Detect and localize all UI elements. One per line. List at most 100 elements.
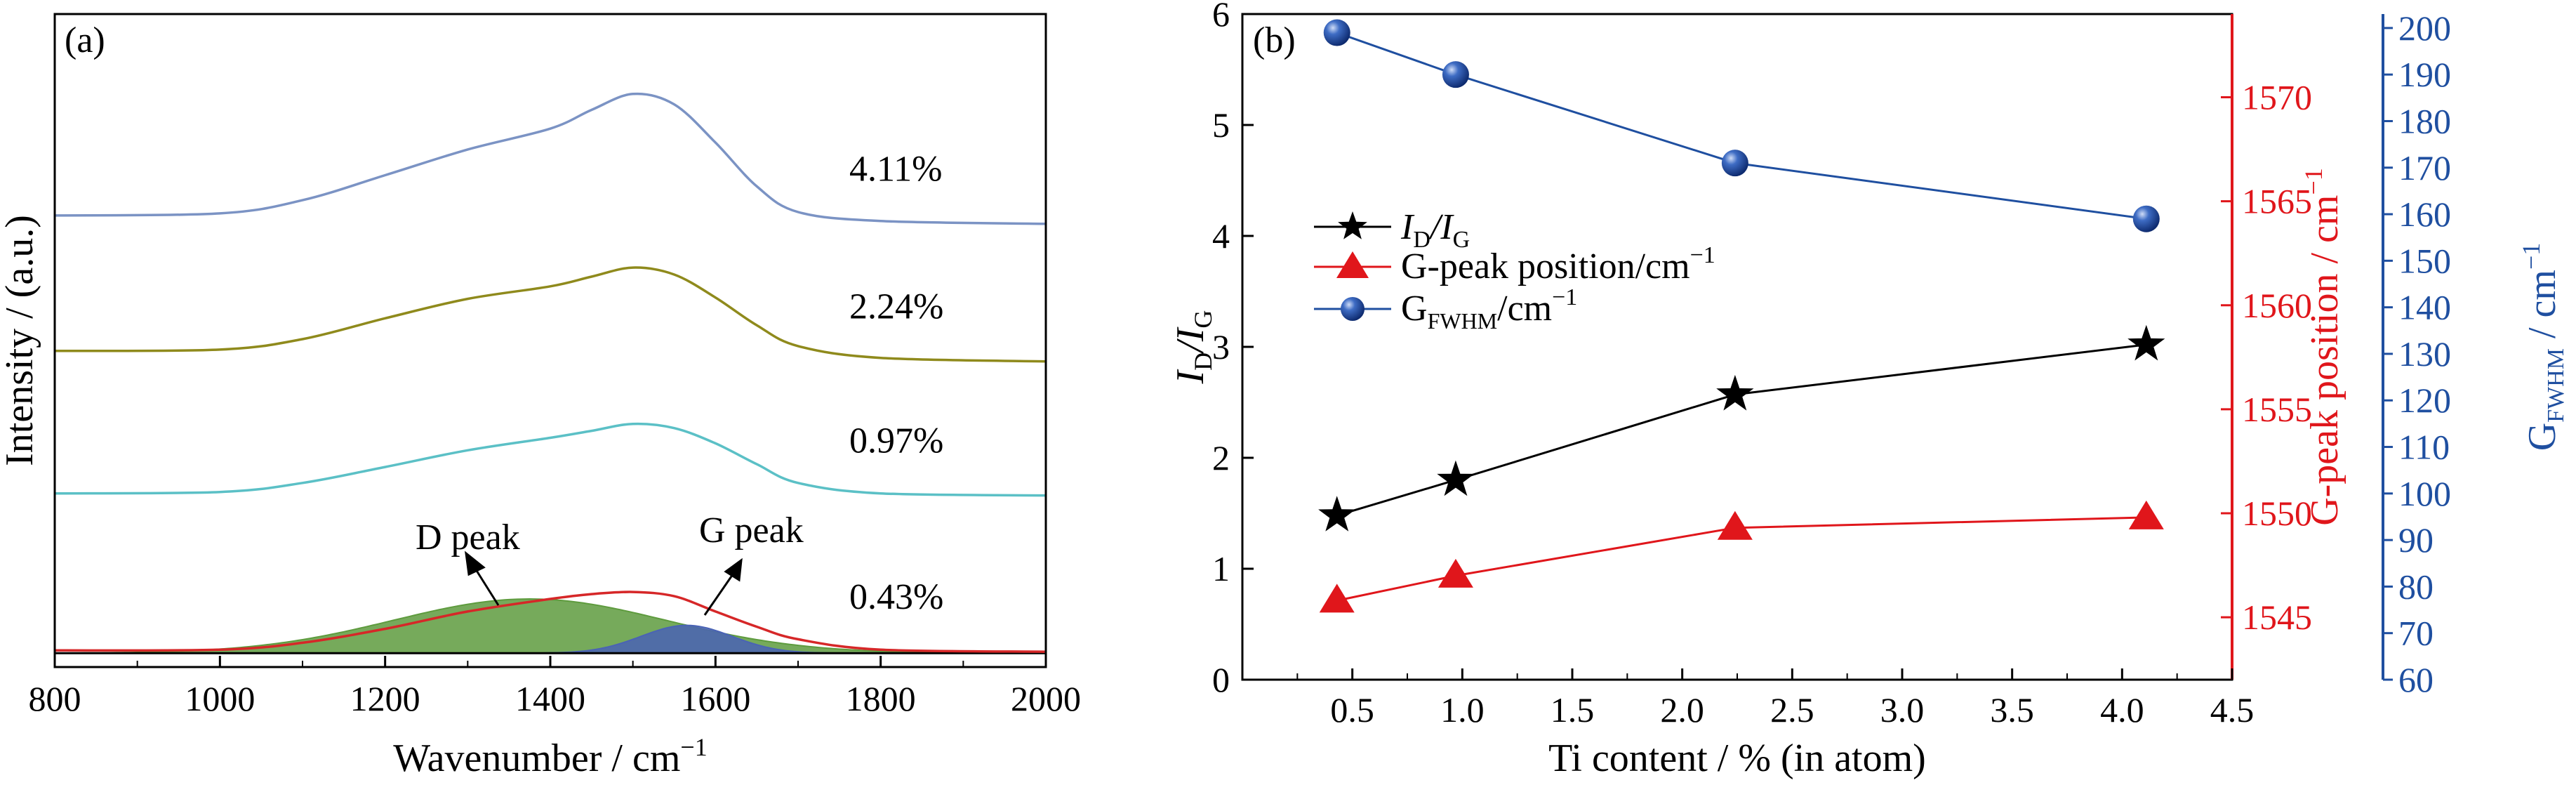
- series-line: [1336, 32, 2147, 220]
- g-peak-arrow: [703, 574, 734, 616]
- legend-label-g-position: G-peak position/cm−1: [1401, 242, 1715, 286]
- legend-label-g-fwhm: GFWHM/cm−1: [1401, 284, 1577, 334]
- legend-sphere-icon: [1341, 297, 1365, 321]
- panel-a-y-axis-label: Intensity / (a.u.): [0, 215, 41, 466]
- panel-a-x-ticks: 800 1000 1200 1400 1600 1800 2000: [29, 656, 1081, 718]
- right2-tick-label: 70: [2398, 614, 2434, 653]
- sphere-marker: [2132, 205, 2160, 232]
- triangle-marker: [1717, 510, 1753, 540]
- right1-tick-label: 1570: [2242, 78, 2312, 117]
- x-tick-label: 2000: [1011, 679, 1081, 718]
- x-tick-label: 3.5: [1990, 690, 2034, 730]
- right1-tick-label: 1550: [2242, 494, 2312, 533]
- svg-text:ID/IG: ID/IG: [1169, 310, 1217, 385]
- x-tick-label: 1200: [350, 679, 420, 718]
- panel-b-chart: 0.5 1.0 1.5 2.0 2.5 3.0 3.5 4.0 4.5 0 1 2 3 4 5 6 1545…: [1169, 0, 2569, 780]
- panel-a-chart: 800 1000 1200 1400 1600 1800 2000 0.43% 0.97% 2.…: [0, 13, 1081, 780]
- panel-b-frame: [1241, 13, 2233, 681]
- panel-b-right2-ticks: 60 70 80 90 100 110 120 130 140 150 160 170 180 190 20…: [2383, 8, 2451, 699]
- left-tick-label: 0: [1212, 660, 1230, 699]
- sphere-marker: [1442, 61, 1469, 88]
- series-line: [1336, 343, 2146, 517]
- star-marker: [1318, 496, 1356, 532]
- right1-tick-label: 1545: [2242, 598, 2312, 637]
- triangle-marker: [1438, 558, 1473, 588]
- series-label: 0.43%: [849, 577, 943, 617]
- legend: ID/IG G-peak position/cm−1 GFWHM/cm−1: [1314, 207, 1715, 334]
- star-marker: [2127, 324, 2165, 361]
- right2-tick-label: 90: [2398, 520, 2434, 560]
- left-tick-label: 5: [1212, 105, 1230, 145]
- x-tick-label: 800: [29, 679, 81, 718]
- legend-triangle-icon: [1336, 251, 1369, 278]
- triangle-marker: [2128, 500, 2164, 529]
- right2-tick-label: 200: [2398, 8, 2451, 48]
- panel-b-left-ticks: 0 1 2 3 4 5 6: [1212, 0, 1254, 699]
- series-label: 0.97%: [849, 421, 943, 461]
- right2-tick-label: 190: [2398, 55, 2451, 94]
- series-label: 2.24%: [849, 286, 943, 326]
- left-tick-label: 4: [1212, 216, 1230, 256]
- legend-item-id-ig: ID/IG: [1314, 207, 1470, 253]
- g-peak-label: G peak: [699, 510, 804, 550]
- spectrum-line: [54, 266, 1047, 363]
- right2-tick-label: 160: [2398, 194, 2451, 234]
- x-tick-label: 4.0: [2100, 690, 2144, 730]
- legend-item-g-position: G-peak position/cm−1: [1314, 242, 1715, 286]
- right2-tick-label: 60: [2398, 660, 2434, 699]
- annotation-arrows: [465, 550, 743, 616]
- right2-tick-label: 150: [2398, 241, 2451, 280]
- panel-b-left-axis-label: ID/IG: [1169, 310, 1217, 385]
- right2-tick-label: 120: [2398, 381, 2451, 420]
- right1-tick-label: 1565: [2242, 182, 2312, 221]
- sphere-marker: [1323, 19, 1350, 46]
- legend-label-id-ig: ID/IG: [1400, 207, 1470, 253]
- spectrum-line: [54, 591, 1047, 653]
- panel-b-series: [1318, 19, 2165, 613]
- x-tick-label: 1000: [185, 679, 255, 718]
- panel-a-frame: [53, 13, 1047, 668]
- panel-a-x-axis-label: Wavenumber / cm−1: [393, 733, 707, 780]
- right1-tick-label: 1555: [2242, 390, 2312, 429]
- svg-text:GFWHM / cm−1: GFWHM / cm−1: [2517, 243, 2569, 451]
- panel-b-right1-axis-label: G-peak position / cm−1: [2299, 168, 2346, 526]
- x-tick-label: 1.5: [1551, 690, 1595, 730]
- panel-b-x-axis-label: Ti content / % (in atom): [1548, 737, 1926, 780]
- triangle-marker: [1319, 583, 1355, 613]
- star-marker: [1437, 460, 1475, 496]
- left-tick-label: 2: [1212, 438, 1230, 477]
- panel-b-right1-ticks: 1545 1550 1555 1560 1565 1570: [2221, 78, 2312, 637]
- d-peak-arrowhead: [465, 550, 486, 576]
- x-tick-label: 1600: [680, 679, 750, 718]
- star-marker: [1716, 374, 1754, 411]
- panel-a-label: (a): [65, 20, 105, 60]
- spectrum-line: [54, 92, 1047, 225]
- right2-tick-label: 80: [2398, 567, 2434, 606]
- x-tick-label: 0.5: [1330, 690, 1374, 730]
- right2-tick-label: 180: [2398, 101, 2451, 140]
- d-peak-arrow: [473, 567, 500, 606]
- legend-item-g-fwhm: GFWHM/cm−1: [1314, 284, 1577, 334]
- panel-b-right2-axis-label: GFWHM / cm−1: [2517, 243, 2569, 451]
- right2-tick-label: 110: [2398, 428, 2450, 467]
- x-tick-label: 4.5: [2210, 690, 2255, 730]
- right2-tick-label: 170: [2398, 148, 2451, 187]
- series-label: 4.11%: [849, 149, 942, 189]
- legend-star-icon: [1338, 211, 1367, 239]
- right1-tick-label: 1560: [2242, 286, 2312, 325]
- x-tick-label: 2.0: [1660, 690, 1704, 730]
- panel-b-x-ticks: 0.5 1.0 1.5 2.0 2.5 3.0 3.5 4.0 4.5: [1296, 668, 2255, 730]
- right2-tick-label: 140: [2398, 288, 2451, 327]
- x-tick-label: 2.5: [1770, 690, 1814, 730]
- left-tick-label: 6: [1212, 0, 1230, 34]
- x-tick-label: 1800: [846, 679, 916, 718]
- x-tick-label: 1400: [515, 679, 585, 718]
- x-tick-label: 1.0: [1440, 690, 1485, 730]
- right2-tick-label: 130: [2398, 334, 2451, 374]
- x-tick-label: 3.0: [1880, 690, 1925, 730]
- left-tick-label: 3: [1212, 327, 1230, 367]
- svg-text:G-peak position / cm−1: G-peak position / cm−1: [2299, 168, 2346, 526]
- right2-tick-label: 100: [2398, 474, 2451, 513]
- g-peak-arrowhead: [724, 558, 743, 582]
